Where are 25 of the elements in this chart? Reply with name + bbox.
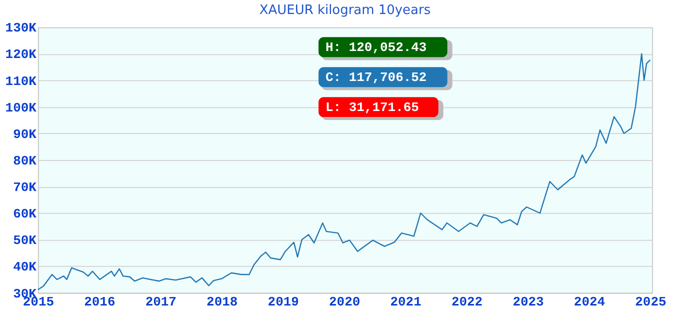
x-tick-label: 2019 (268, 294, 299, 310)
y-tick-label: 40K (13, 260, 37, 275)
y-tick-label: 50K (13, 233, 37, 248)
x-tick-label: 2021 (390, 294, 422, 310)
x-tick-label: 2024 (574, 294, 606, 310)
annotation: H: 120,052.43 (326, 40, 427, 56)
x-tick-label: 2017 (145, 294, 176, 310)
y-tick-label: 120K (5, 47, 37, 62)
y-tick-label: 110K (5, 74, 37, 89)
line-series (37, 53, 651, 290)
x-tick-label: 2018 (206, 294, 238, 310)
y-tick-label: 70K (13, 180, 37, 196)
x-tick-label: 2022 (451, 294, 483, 310)
chart-title: XAUEUR kilogram 10years (259, 3, 431, 18)
x-tick-label: 2016 (84, 294, 116, 310)
y-tick-label: 60K (13, 206, 37, 222)
y-tick-label: 130K (5, 20, 37, 36)
annotation: L: 31,171.65 (326, 100, 420, 116)
y-tick-label: 80K (13, 153, 37, 168)
x-tick-label: 2025 (635, 294, 666, 310)
x-tick-label: 2020 (329, 294, 360, 310)
y-tick-label: 100K (5, 100, 37, 116)
y-tick-label: 90K (13, 126, 37, 142)
annotation: C: 117,706.52 (326, 70, 427, 86)
x-tick-label: 2023 (512, 294, 544, 310)
